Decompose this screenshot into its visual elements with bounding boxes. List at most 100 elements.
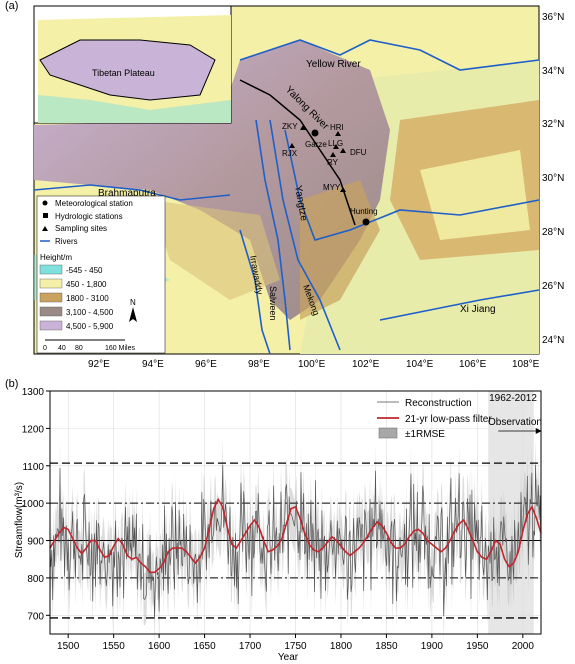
zky-site-marker (300, 125, 306, 130)
legend-lowpass-label: 21-yr low-pass filter (405, 414, 492, 425)
irrawaddy-river (239, 229, 271, 355)
legend-hydro-label: Hydrologic stations (55, 212, 123, 221)
legend-sampling-symbol (42, 226, 48, 231)
salween-river (255, 119, 291, 351)
legend-sampling-label: Sampling sites (55, 224, 107, 233)
rmse-band (50, 438, 541, 646)
observation-arrow-head (535, 428, 542, 434)
ry-site-marker (330, 152, 336, 157)
hri-site-marker (335, 131, 341, 136)
salween-label: Salween (268, 286, 278, 321)
x-tick-label: 1900 (421, 641, 444, 652)
chart-root: 1500 1550 1600 1650 1700 1750 1800 1850 1900 1950… (22, 387, 542, 652)
lat-tick-26: 26°N (542, 281, 564, 292)
legend-met-label: Meteorological station (55, 199, 133, 208)
dfu-site-marker (340, 148, 346, 153)
brahmaputra-label: Brahmaputra (98, 188, 156, 199)
observation-label: Observation (488, 417, 542, 428)
legend-h4-swatch (39, 306, 63, 317)
lon-ticks: 92°E 94°E 96°E 98°E 100°E 102°E 104°E 10… (88, 359, 540, 370)
lon-tick-92: 92°E (88, 359, 110, 370)
legend-h1-label: -545 - 450 (66, 266, 103, 275)
legend-h5-swatch (39, 320, 63, 331)
brahmaputra-river (33, 184, 231, 201)
x-tick-label: 1700 (239, 641, 262, 652)
lon-tick-102: 102°E (352, 359, 380, 370)
north-label: N (130, 298, 136, 307)
x-tick-label: 1950 (466, 641, 489, 652)
reconstruction-series (49, 464, 542, 620)
legend-height-title: Height/m (40, 253, 72, 262)
x-tick-label: 1550 (103, 641, 126, 652)
legend-rmse-label: ±1RMSE (405, 429, 445, 440)
garze-label: Garze (305, 140, 327, 149)
lon-tick-104: 104°E (406, 359, 434, 370)
x-axis-label: Year (278, 652, 299, 663)
legend-reconstruction-label: Reconstruction (405, 398, 472, 409)
observation-period-label: 1962-2012 (489, 393, 537, 404)
lon-tick-100: 100°E (298, 359, 326, 370)
legend-rmse-swatch (378, 427, 398, 439)
y-tick-label: 1100 (22, 462, 44, 473)
x-tick-label: 1600 (148, 641, 171, 652)
yalong-river (239, 79, 356, 226)
lon-tick-96: 96°E (195, 359, 217, 370)
hunting-station-marker (362, 218, 370, 226)
lat-tick-36: 36°N (542, 12, 564, 23)
hunting-label: Hunting (350, 207, 378, 216)
xijiang-river (379, 289, 540, 321)
rivers-group (33, 39, 540, 355)
lat-tick-24: 24°N (542, 335, 564, 346)
x-tick-label: 2000 (512, 641, 535, 652)
scale-0: 0 (43, 345, 47, 352)
yellow-river-label: Yellow River (306, 59, 361, 70)
inset-label: Tibetan Plateau (92, 68, 155, 78)
rjx-label: RJX (282, 149, 298, 158)
hri-label: HRI (330, 123, 344, 132)
y-tick-label: 1300 (22, 387, 45, 398)
y-axis-label: Streamflow(m³/s) (14, 482, 25, 558)
rjx-site-marker (289, 143, 295, 148)
x-tick-label: 1800 (330, 641, 353, 652)
lat-tick-32: 32°N (542, 119, 564, 130)
lon-tick-106: 106°E (459, 359, 487, 370)
legend-h5-label: 4,500 - 5,900 (66, 322, 114, 331)
legend-hydro-symbol (43, 213, 48, 218)
x-tick-label: 1650 (193, 641, 216, 652)
legend-h2-label: 450 - 1,800 (66, 280, 107, 289)
lon-tick-108: 108°E (512, 359, 540, 370)
legend-h4-label: 3,100 - 4,500 (66, 308, 114, 317)
inset-lowland (38, 95, 231, 123)
panel-b-label: (b) (5, 378, 19, 390)
legend-rivers-label: Rivers (55, 237, 78, 246)
lat-tick-30: 30°N (542, 173, 564, 184)
yellow-river (239, 39, 540, 71)
garze-station-marker (311, 129, 319, 137)
zky-label: ZKY (282, 122, 298, 131)
dfu-label: DFU (350, 148, 367, 157)
legend-h1-swatch (39, 264, 63, 275)
myy-site-marker (340, 187, 346, 192)
scale-160: 160 Miles (105, 345, 135, 352)
legend-met-symbol (42, 200, 48, 206)
inset-plateau-outline (39, 39, 216, 101)
panel-a-label: (a) (5, 0, 19, 12)
x-tick-label: 1850 (375, 641, 398, 652)
y-tick-label: 1000 (22, 499, 45, 510)
north-arrow-icon (129, 307, 137, 322)
y-tick-label: 700 (27, 611, 44, 622)
yangtze-river (284, 129, 540, 241)
hengduan-mountains (300, 180, 380, 320)
scale-40: 40 (58, 345, 66, 352)
ry-label: RY (327, 158, 339, 167)
x-tick-label: 1750 (284, 641, 307, 652)
y-tick-label: 1200 (22, 424, 45, 435)
xijiang-label: Xi Jiang (460, 304, 496, 315)
lon-tick-98: 98°E (248, 359, 270, 370)
scale-80: 80 (75, 345, 83, 352)
x-tick-label: 1500 (57, 641, 80, 652)
yunnan-highland (150, 200, 280, 300)
myy-label: MYY (323, 183, 341, 192)
lat-tick-34: 34°N (542, 66, 564, 77)
